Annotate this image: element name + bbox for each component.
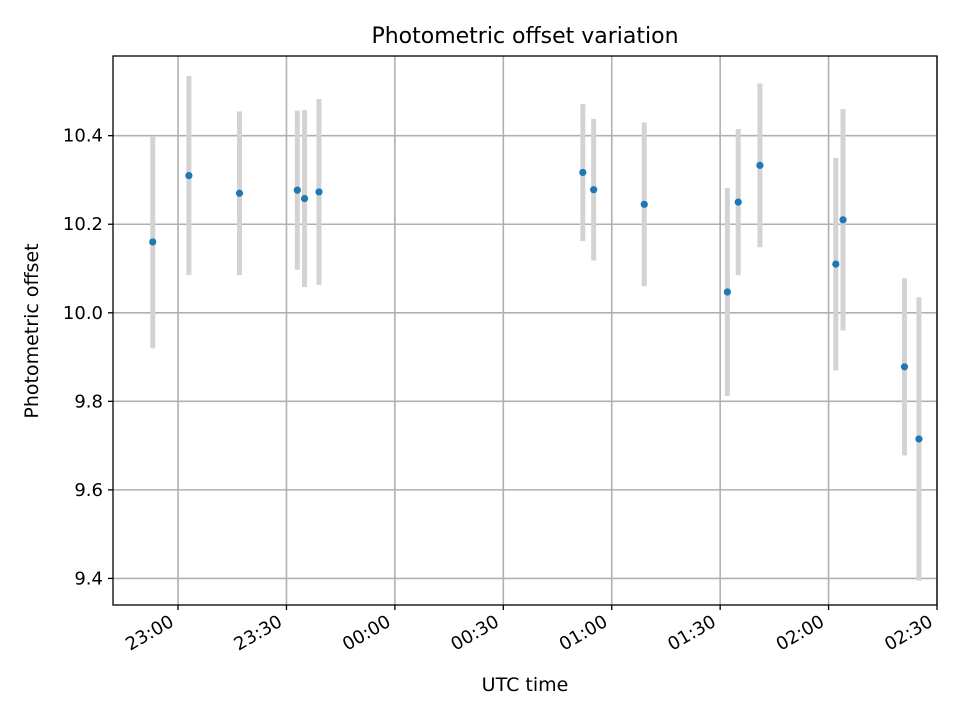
y-tick-label: 9.6	[74, 480, 103, 501]
data-point	[149, 238, 157, 246]
data-point	[839, 216, 847, 224]
data-point	[235, 189, 244, 197]
data-points	[149, 161, 923, 443]
data-point	[300, 194, 309, 203]
x-tick-label: 23:30	[231, 611, 286, 655]
x-tick-label: 23:00	[122, 611, 177, 655]
data-point	[915, 435, 923, 443]
y-tick-label: 9.8	[74, 391, 103, 412]
data-point	[590, 186, 598, 194]
data-point	[640, 200, 648, 208]
data-point	[734, 198, 742, 206]
plot-frame	[112, 55, 938, 606]
y-axis-label: Photometric offset	[21, 243, 43, 418]
errorbars	[150, 75, 922, 581]
x-tick-label: 01:00	[556, 611, 611, 655]
data-point	[900, 363, 909, 371]
y-tick-label: 9.4	[74, 568, 103, 589]
x-tick-label: 01:30	[664, 611, 719, 655]
y-tick-label: 10.2	[63, 214, 103, 235]
y-axis-ticks: 9.4 9.6 9.8 10.0 10.2 10.4	[63, 126, 113, 589]
data-point	[832, 260, 840, 268]
grid	[113, 56, 938, 605]
data-point	[315, 188, 323, 196]
data-point	[579, 168, 587, 177]
data-point	[293, 186, 301, 194]
x-tick-label: 00:30	[447, 611, 502, 655]
x-axis-label: UTC time	[482, 674, 569, 696]
x-axis-ticks: 23:00 23:30 00:00 00:30 01:00 01:30 02:00 02:30	[122, 605, 938, 655]
y-tick-label: 10.0	[63, 303, 103, 324]
y-tick-label: 10.4	[63, 126, 103, 147]
x-tick-label: 02:30	[881, 611, 936, 655]
chart-title: Photometric offset variation	[371, 24, 678, 49]
data-point	[756, 161, 764, 169]
data-point	[185, 171, 193, 180]
data-point	[723, 288, 731, 296]
x-tick-label: 00:00	[339, 611, 394, 655]
x-tick-label: 02:00	[773, 611, 828, 655]
